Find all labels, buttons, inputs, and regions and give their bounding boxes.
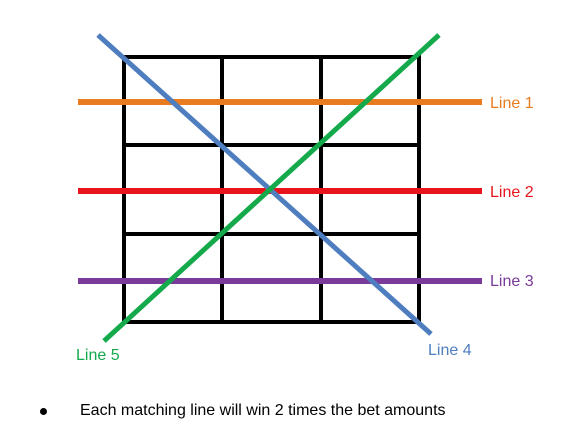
payline-4-label: Line 4 xyxy=(428,342,472,359)
payline-5-label: Line 5 xyxy=(76,347,120,364)
payout-note-text: Each matching line will win 2 times the … xyxy=(80,402,446,419)
payline-3-label: Line 3 xyxy=(490,273,534,290)
payline-1-label: Line 1 xyxy=(490,95,534,112)
payout-note: Each matching line will win 2 times the … xyxy=(40,402,446,420)
payline-4 xyxy=(96,33,433,336)
payline-2-label: Line 2 xyxy=(490,184,534,201)
payline-5 xyxy=(102,33,441,343)
bullet-icon xyxy=(40,407,47,415)
